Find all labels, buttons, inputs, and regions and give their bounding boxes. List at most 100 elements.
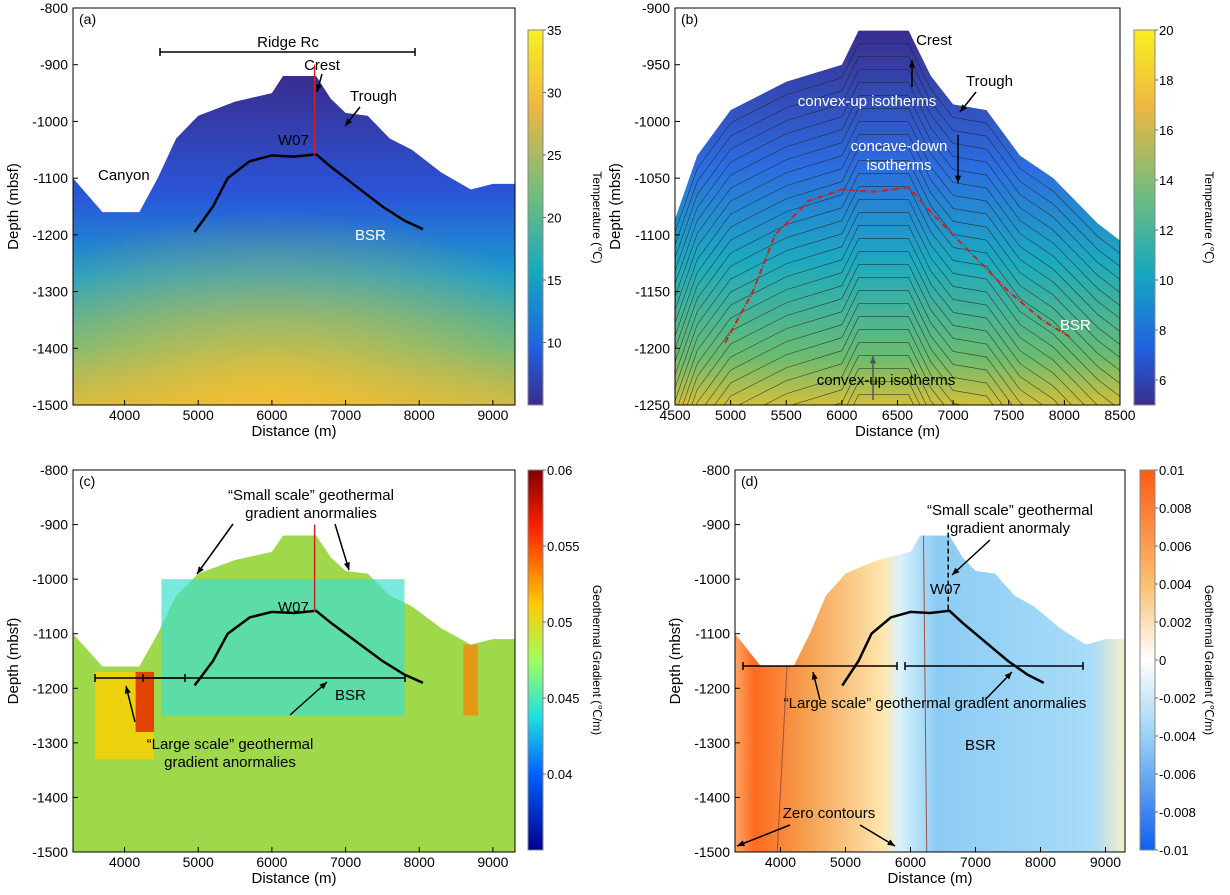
x-tick-label: 7000 (330, 407, 361, 423)
annotation: Crest (916, 32, 953, 49)
y-tick-label: -1000 (32, 571, 68, 587)
y-tick-label: -1500 (32, 844, 68, 860)
arrow-icon (951, 539, 991, 576)
panel-d: 4000 5000 6000 7000 8000 9000 -800 -900 -1000 -11… (667, 462, 1216, 887)
colorbar-tick-label: -0.008 (1159, 805, 1196, 820)
annotation: Trough (966, 73, 1013, 90)
annotation: Zero contours (783, 805, 876, 822)
colorbar-tick-label: 0.055 (547, 539, 580, 554)
annotation: “Small scale” geothermal (927, 502, 1093, 519)
y-tick-label: -900 (40, 57, 68, 73)
x-tick-label: 4000 (109, 407, 140, 423)
isotherm-contour (682, 238, 1073, 405)
isotherm-contour (675, 147, 1120, 358)
colorbar-tick-label: -0.01 (1159, 843, 1189, 858)
y-tick-label: -1400 (32, 789, 68, 805)
y-axis-label: Depth (mbsf) (5, 163, 22, 250)
annotation: convex-up isotherms (798, 93, 936, 110)
canyon-anomaly-core (135, 671, 155, 732)
y-tick-label: -1000 (694, 571, 730, 587)
x-tick-label: 7500 (993, 407, 1024, 423)
x-tick-label: 5000 (830, 854, 861, 870)
annotation: BSR (355, 227, 386, 244)
arrowhead-icon (960, 104, 968, 112)
arrow-icon (196, 523, 234, 575)
panel-label: (c) (79, 473, 95, 489)
isotherm-contour (675, 43, 1120, 254)
x-tick-label: 5500 (771, 407, 802, 423)
x-tick-label: 6000 (256, 854, 287, 870)
annotation: BSR (965, 737, 996, 754)
colorbar (1133, 29, 1156, 406)
annotation: W07 (930, 581, 961, 598)
zero-contour (776, 666, 788, 852)
y-axis-label: Depth (mbsf) (667, 618, 684, 705)
isotherm-contour (675, 199, 1115, 405)
arrowhead-icon (343, 562, 350, 570)
isotherm-contour (675, 212, 1098, 405)
arrowhead-icon (952, 567, 960, 575)
y-axis-label: Depth (mbsf) (607, 163, 624, 250)
y-tick-label: -1400 (694, 789, 730, 805)
colorbar-tick-label: 18 (1159, 73, 1173, 88)
annotation: concave-down (851, 138, 948, 155)
colorbar-tick-label: -0.002 (1159, 691, 1196, 706)
x-tick-label: 8500 (1104, 407, 1135, 423)
arrowhead-icon (887, 839, 895, 846)
y-tick-label: -1100 (33, 626, 68, 642)
arrowhead-icon (1004, 672, 1012, 680)
colorbar-tick-label: 0.002 (1159, 615, 1192, 630)
x-tick-label: 4000 (765, 854, 796, 870)
arrowhead-icon (954, 175, 962, 183)
colorbar-tick-label: 0.004 (1159, 577, 1192, 592)
y-tick-label: -900 (642, 0, 670, 16)
temperature-field (735, 535, 1125, 852)
arrowhead-icon (345, 118, 353, 126)
isotherm-contour (853, 394, 915, 405)
colorbar-label: Temperature (℃) (590, 171, 604, 263)
bsr-line (724, 186, 1071, 344)
y-tick-label: -950 (642, 57, 670, 73)
y-tick-label: -1150 (635, 284, 670, 300)
x-axis-label: Distance (m) (855, 423, 940, 440)
y-tick-label: -1100 (635, 227, 670, 243)
x-tick-label: 7000 (960, 854, 991, 870)
annotation: gradient anormaly (950, 520, 1071, 537)
colorbar-tick-label: -0.006 (1159, 767, 1196, 782)
annotation: W07 (278, 599, 309, 616)
y-tick-label: -1050 (634, 170, 670, 186)
plot-frame (734, 469, 1126, 853)
colorbar-tick-label: 15 (547, 273, 561, 288)
x-tick-label: 7000 (938, 407, 969, 423)
isotherm-contour (833, 368, 927, 405)
annotation: Crest (304, 57, 341, 74)
annotation: Canyon (98, 167, 150, 184)
colorbar-tick-label: 0.006 (1159, 539, 1192, 554)
y-tick-label: -1300 (32, 284, 68, 300)
y-tick-label: -1000 (32, 113, 68, 129)
y-tick-label: -900 (40, 517, 68, 533)
isotherm-contour (846, 381, 921, 405)
x-tick-label: 6500 (882, 407, 913, 423)
annotation: isotherms (866, 157, 931, 174)
plot-frame (72, 469, 516, 853)
colorbar (527, 29, 544, 406)
x-tick-label: 9000 (477, 854, 508, 870)
x-tick-label: 4500 (659, 407, 690, 423)
y-tick-label: -800 (40, 462, 68, 478)
arrowhead-icon (319, 682, 327, 690)
panel-label: (b) (681, 11, 698, 27)
zero-contour (923, 535, 928, 852)
x-tick-label: 8000 (1049, 407, 1080, 423)
isotherm-contour (675, 173, 1120, 384)
isotherm-contour (790, 355, 935, 405)
x-tick-label: 5000 (183, 407, 214, 423)
arrowhead-icon (869, 356, 877, 364)
y-axis-label: Depth (mbsf) (5, 618, 22, 705)
x-axis-label: Distance (m) (251, 423, 336, 440)
x-tick-label: 8000 (404, 407, 435, 423)
isotherm-contour (714, 303, 1003, 405)
isotherm-contour (675, 160, 1120, 371)
panel-c: 4000 5000 6000 7000 8000 9000 -800 -900 -1000 -11… (5, 462, 604, 887)
